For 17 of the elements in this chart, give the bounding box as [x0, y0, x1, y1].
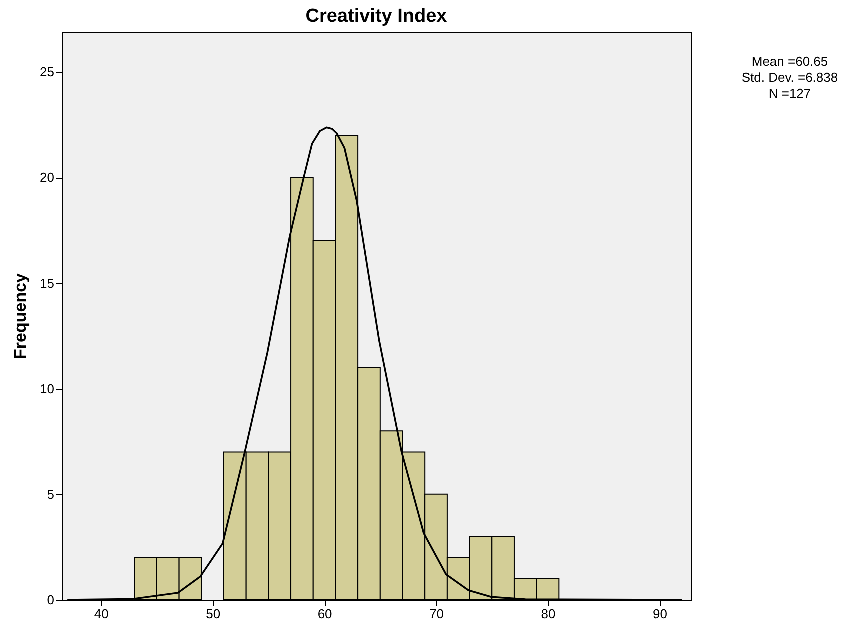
text: Std. Dev. =6.838 [742, 70, 838, 85]
x-tick-label: 70 [430, 606, 444, 622]
y-tick-label: 10 [40, 381, 54, 396]
y-axis-title: Frequency [11, 272, 30, 360]
y-tick-label: 25 [40, 64, 54, 80]
x-tick-label: 60 [318, 606, 332, 622]
y-tick-label: 20 [40, 170, 54, 186]
x-tick-label: 90 [652, 606, 668, 622]
x-tick-label: 50 [206, 606, 221, 622]
x-tick-label: 40 [94, 606, 109, 622]
chart-title: Creativity Index [306, 6, 448, 27]
y-tick-label: 0 [47, 592, 54, 608]
text: Mean =60.65 [752, 54, 828, 69]
y-tick-label: 5 [47, 486, 54, 502]
x-tick-label: 80 [541, 606, 556, 622]
text: N =127 [768, 86, 812, 101]
y-tick-label: 15 [40, 276, 54, 291]
